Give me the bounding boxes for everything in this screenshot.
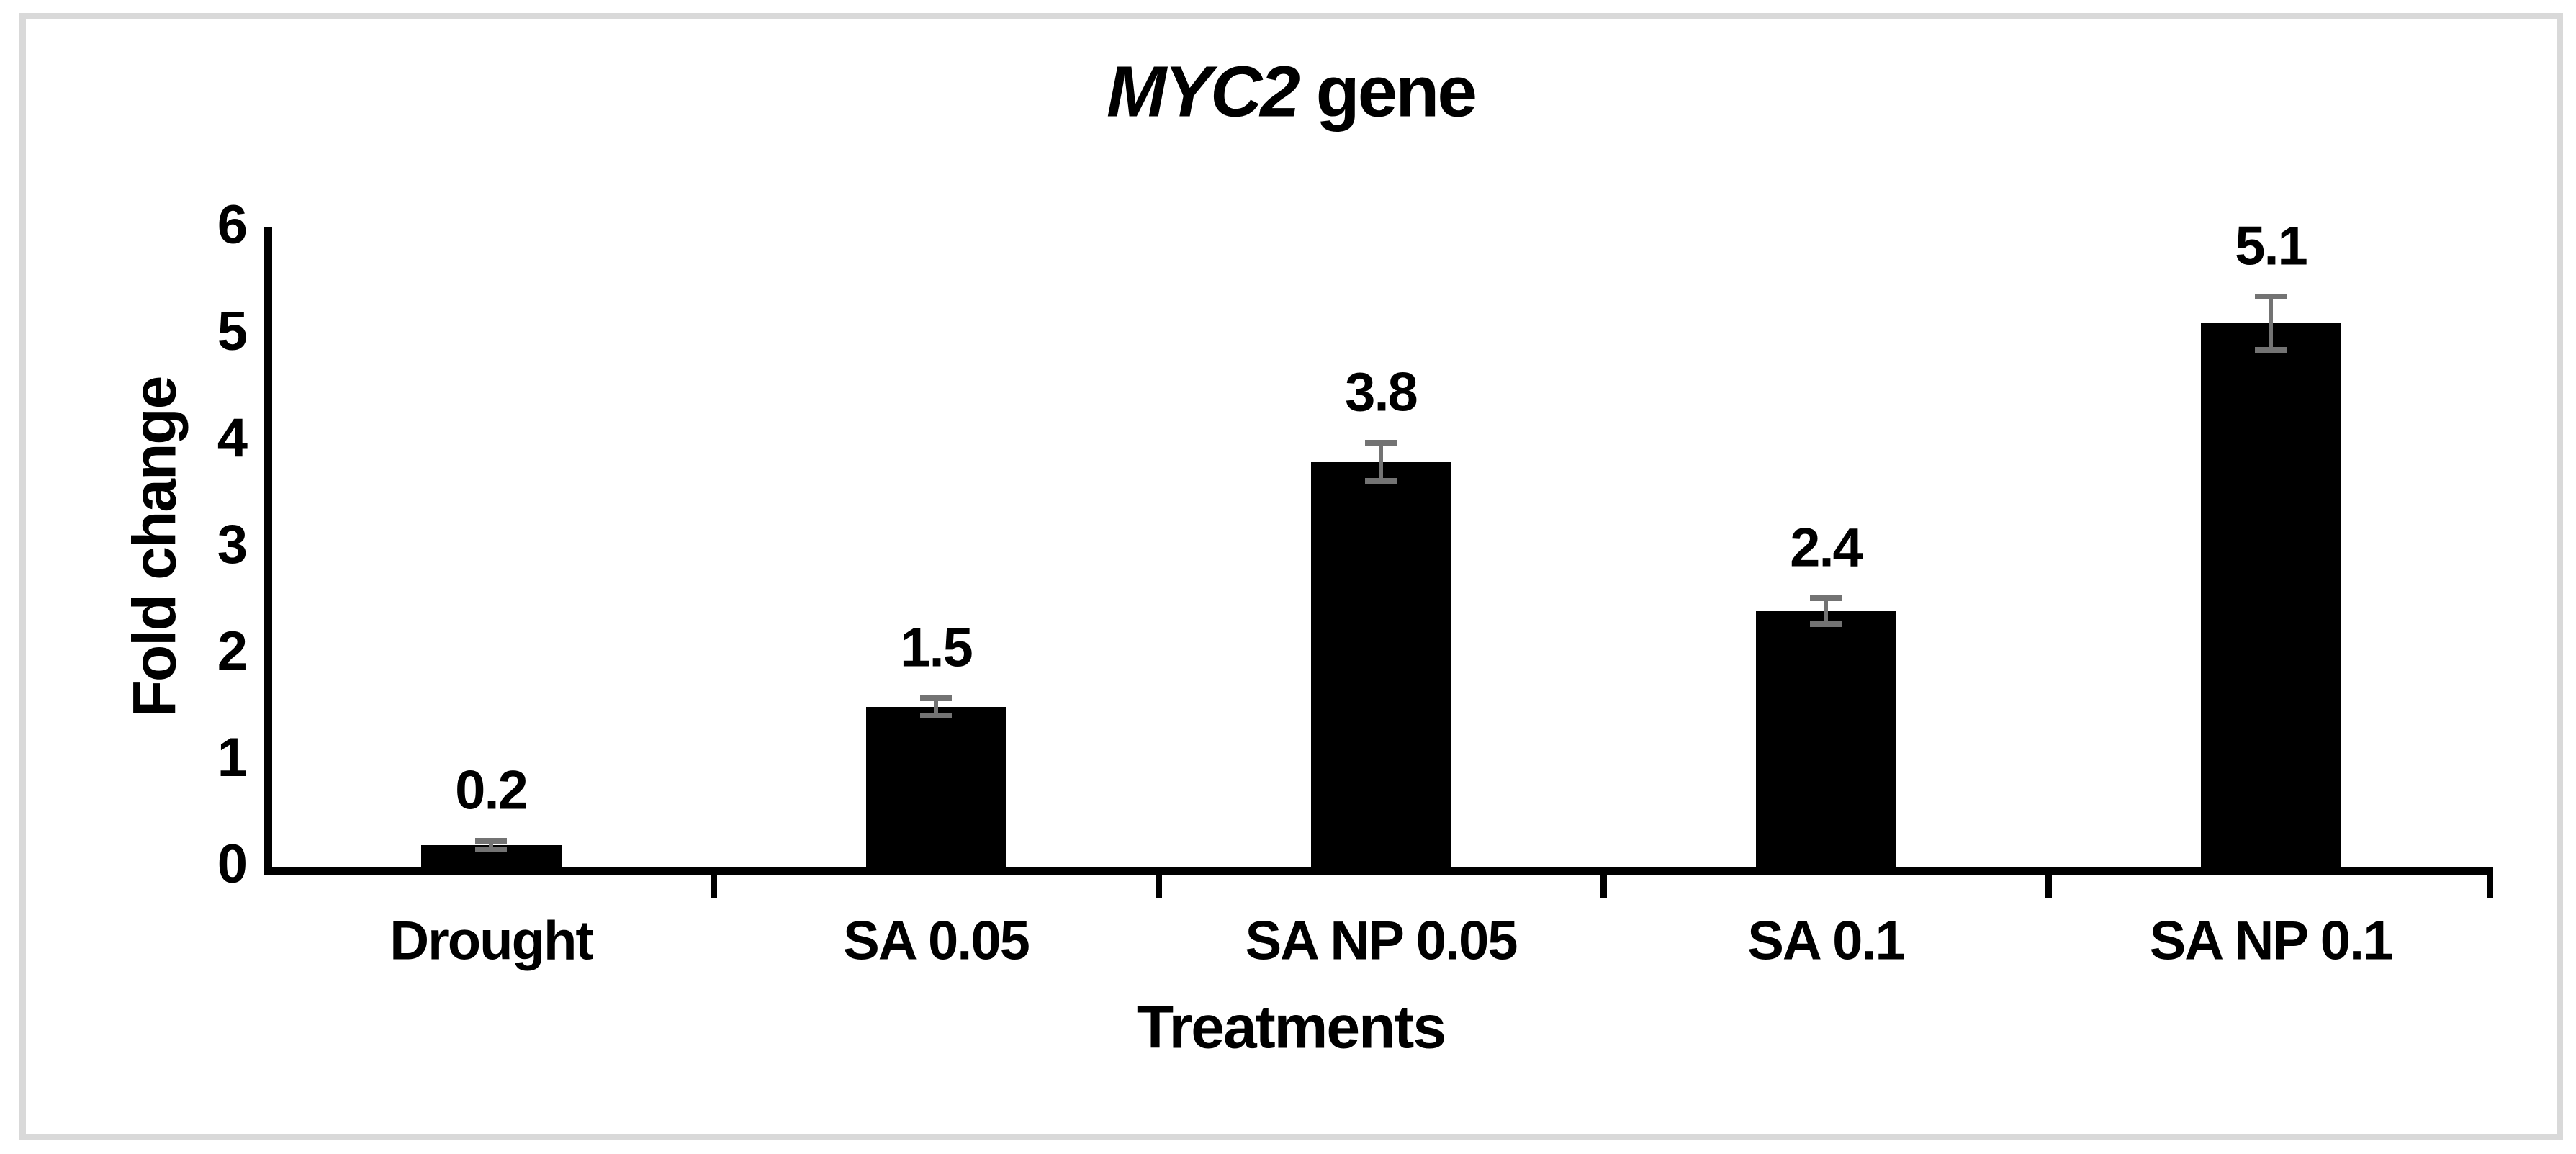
x-axis-tick — [710, 875, 717, 898]
chart-title: MYC2 gene — [1106, 51, 1477, 134]
bar — [865, 707, 1006, 867]
y-axis-tick-label: 0 — [217, 834, 248, 896]
error-bar-top-cap — [2255, 294, 2287, 300]
y-axis-tick-label: 2 — [217, 621, 248, 682]
error-bar-line — [489, 841, 493, 850]
chart-border-frame — [19, 13, 2563, 1140]
x-axis-line — [264, 867, 2493, 875]
bar — [1310, 461, 1451, 867]
bar — [1755, 610, 1896, 867]
error-bar-bottom-cap — [475, 847, 507, 853]
error-bar-line — [1824, 598, 1828, 624]
x-axis-tick — [2487, 875, 2493, 898]
x-category-label: SA NP 0.05 — [1245, 910, 1518, 972]
y-axis-tick-label: 3 — [217, 514, 248, 576]
bar-value-label: 1.5 — [900, 617, 973, 679]
x-category-label: SA 0.1 — [1747, 910, 1906, 972]
error-bar-bottom-cap — [1365, 478, 1397, 484]
y-axis-tick-label: 4 — [217, 407, 248, 469]
error-bar-top-cap — [475, 838, 507, 844]
bar-value-label: 3.8 — [1345, 361, 1418, 423]
bar-value-label: 2.4 — [1790, 517, 1863, 579]
x-axis-tick — [2045, 875, 2052, 898]
error-bar-line — [1379, 442, 1383, 482]
y-axis-line — [264, 227, 272, 875]
x-axis-tick — [1155, 875, 1162, 898]
x-category-label: Drought — [389, 910, 593, 972]
error-bar-line — [934, 698, 938, 716]
x-category-label: SA NP 0.1 — [2149, 910, 2394, 972]
x-axis-tick — [1600, 875, 1607, 898]
chart-title-suffix: gene — [1297, 51, 1477, 132]
y-axis-tick-label: 5 — [217, 301, 248, 363]
bar — [2200, 323, 2341, 867]
y-axis-tick-label: 6 — [217, 194, 248, 256]
bar-value-label: 5.1 — [2235, 215, 2308, 277]
error-bar-top-cap — [1365, 439, 1397, 446]
error-bar-bottom-cap — [2255, 347, 2287, 353]
error-bar-line — [2269, 297, 2273, 351]
x-category-label: SA 0.05 — [843, 910, 1030, 972]
error-bar-bottom-cap — [1810, 621, 1842, 627]
chart-title-gene-name: MYC2 — [1106, 51, 1300, 132]
x-axis-title: Treatments — [1136, 993, 1446, 1061]
y-axis-tick-label: 1 — [217, 727, 248, 789]
error-bar-top-cap — [920, 695, 952, 702]
error-bar-top-cap — [1810, 595, 1842, 602]
error-bar-bottom-cap — [920, 712, 952, 718]
bar-value-label: 0.2 — [455, 759, 528, 821]
